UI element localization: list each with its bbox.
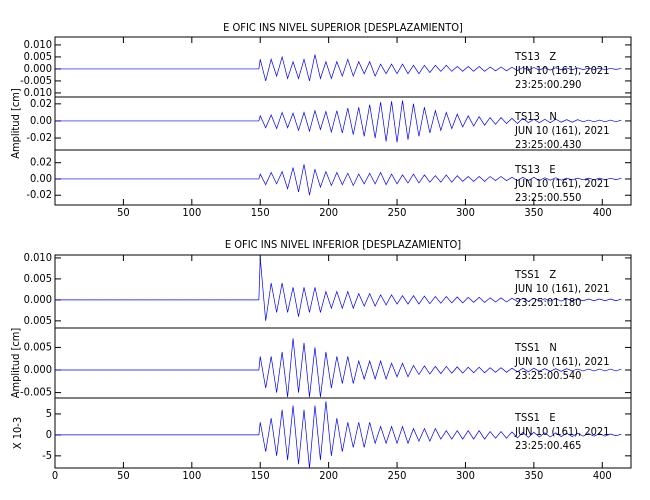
waveform	[55, 257, 622, 321]
time-label: 23:25:00.290	[515, 78, 581, 91]
time-label: 23:25:00.465	[515, 439, 581, 452]
x-tick-label: 200	[319, 469, 338, 482]
panel-frame	[54, 149, 632, 206]
y-tick-label: 0.02	[30, 156, 52, 169]
x-tick-label: 400	[593, 206, 612, 219]
y-tick-label: 0.005	[24, 272, 52, 285]
station-label: TS13 N	[514, 110, 557, 123]
x-tick-label: 50	[117, 469, 130, 482]
date-label: JUN 10 (161), 2021	[514, 425, 610, 438]
y-tick-label: 0.00	[30, 114, 52, 127]
date-label: JUN 10 (161), 2021	[514, 282, 610, 295]
y-axis-label: Amplitud [cm]	[9, 328, 22, 399]
chart-title: E OFIC INS NIVEL INFERIOR [DESPLAZAMIENT…	[225, 238, 461, 251]
y-tick-label: 0.005	[24, 314, 52, 327]
y-tick-label: 0.000	[24, 293, 52, 306]
y-tick-label: -0.02	[26, 131, 52, 144]
x-tick-label: 300	[456, 206, 475, 219]
y-tick-label: 0.000	[24, 62, 52, 75]
y-tick-label: -5	[42, 449, 52, 462]
time-label: 23:25:00.430	[515, 138, 581, 151]
x-tick-label: 300	[456, 469, 475, 482]
y-tick-label: 0.000	[24, 363, 52, 376]
unit-label: X 10-3	[11, 417, 24, 449]
date-label: JUN 10 (161), 2021	[514, 177, 610, 190]
y-tick-label: -0.005	[20, 386, 52, 399]
y-axis-label: Amplitud [cm]	[9, 88, 22, 159]
x-tick-label: 350	[524, 469, 543, 482]
y-tick-label: 0.010	[24, 38, 52, 51]
y-tick-label: 5	[46, 407, 52, 420]
station-label: TS13 Z	[514, 50, 556, 63]
y-tick-label: 0.005	[24, 340, 52, 353]
waveform	[55, 338, 622, 398]
x-tick-label: 150	[251, 206, 270, 219]
x-tick-label: 50	[117, 206, 130, 219]
waveform	[55, 54, 622, 82]
time-label: 23:25:00.550	[515, 191, 581, 204]
date-label: JUN 10 (161), 2021	[514, 355, 610, 368]
waveform	[55, 100, 622, 143]
x-tick-label: 0	[52, 469, 58, 482]
time-label: 23:25:01.180	[515, 296, 581, 309]
panel-frame	[54, 397, 632, 469]
x-tick-label: 100	[182, 469, 201, 482]
date-label: JUN 10 (161), 2021	[514, 124, 610, 137]
y-tick-label: 0.005	[24, 50, 52, 63]
x-tick-label: 250	[388, 469, 407, 482]
x-tick-label: 400	[593, 469, 612, 482]
y-tick-label: 0.02	[30, 97, 52, 110]
date-label: JUN 10 (161), 2021	[514, 64, 610, 77]
waveform	[55, 164, 622, 196]
y-tick-label: -0.02	[26, 188, 52, 201]
y-tick-label: 0.00	[30, 172, 52, 185]
station-label: TS13 E	[514, 163, 556, 176]
x-tick-label: 200	[319, 206, 338, 219]
waveform	[55, 401, 622, 468]
station-label: TSS1 E	[514, 411, 556, 424]
x-tick-label: 150	[251, 469, 270, 482]
y-tick-label: 0	[46, 428, 52, 441]
x-tick-label: 100	[182, 206, 201, 219]
x-tick-label: 250	[388, 206, 407, 219]
y-tick-label: -0.005	[20, 74, 52, 87]
y-tick-label: 0.010	[24, 251, 52, 264]
station-label: TSS1 N	[514, 341, 557, 354]
station-label: TSS1 Z	[514, 268, 556, 281]
time-label: 23:25:00.540	[515, 369, 581, 382]
chart-title: E OFIC INS NIVEL SUPERIOR [DESPLAZAMIENT…	[223, 21, 463, 34]
x-tick-label: 350	[524, 206, 543, 219]
y-tick-label: 0.010	[24, 86, 52, 99]
